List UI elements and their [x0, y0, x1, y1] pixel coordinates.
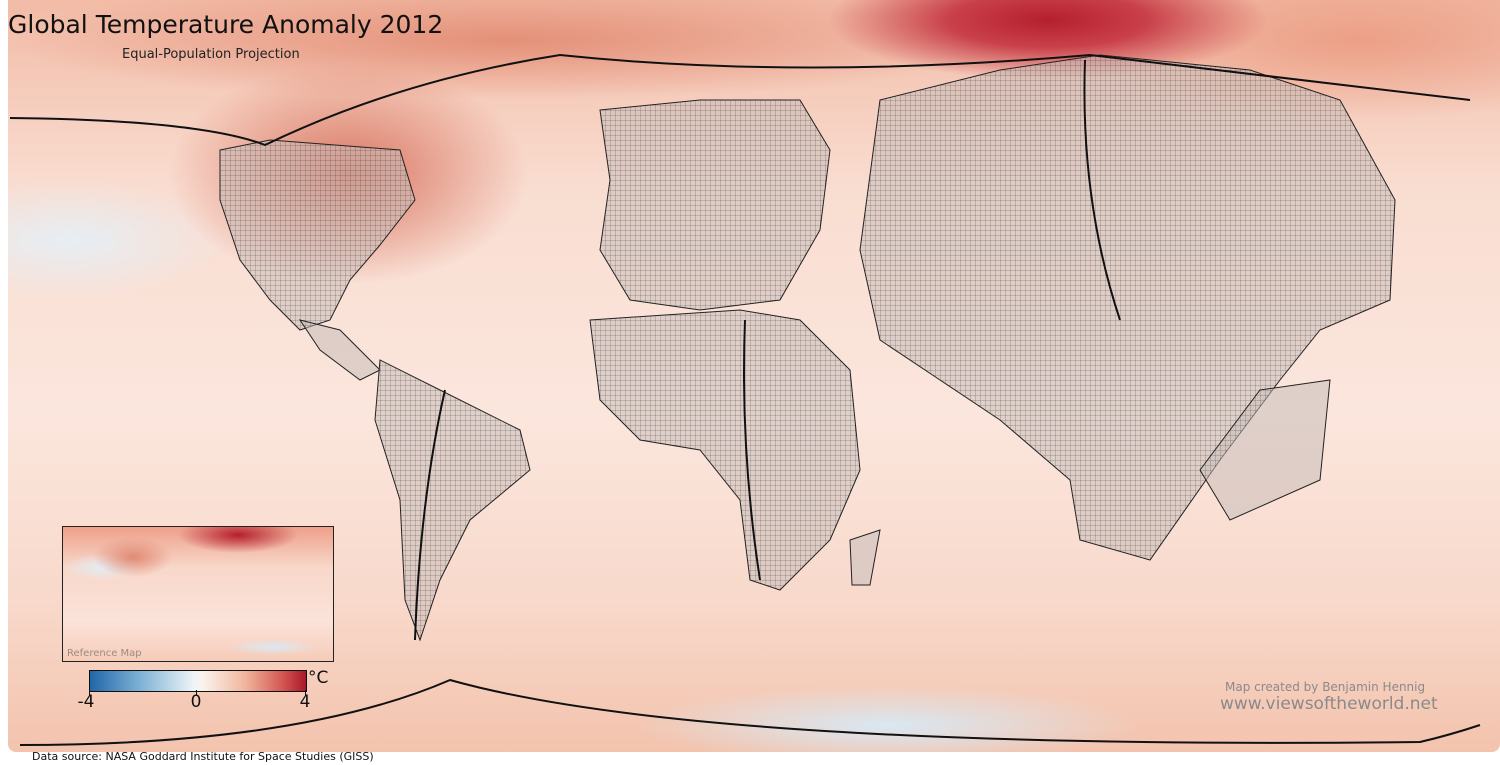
data-source: Data source: NASA Goddard Institute for … — [32, 750, 374, 763]
author-credit: Map created by Benjamin Hennig — [1225, 680, 1426, 694]
meridian-fold-2 — [743, 319, 761, 581]
legend-tick-mid — [196, 690, 197, 696]
legend-tick-min — [89, 690, 90, 696]
color-scale-bar — [89, 670, 307, 692]
legend-tick-max — [305, 690, 306, 696]
map-subtitle: Equal-Population Projection — [122, 47, 300, 62]
reference-map-inset: Reference Map — [62, 526, 334, 662]
antarctic-coastline — [19, 678, 1481, 746]
meridian-fold — [1083, 59, 1121, 321]
madagascar-shape — [849, 529, 881, 586]
reference-map-label: Reference Map — [67, 648, 142, 659]
arctic-coastline — [9, 53, 1471, 147]
meridian-fold-3 — [414, 389, 446, 641]
legend-label-min: -4 — [77, 692, 95, 712]
central-america-shape — [298, 319, 381, 381]
legend-unit: °C — [308, 668, 329, 688]
map-title: Global Temperature Anomaly 2012 — [8, 10, 444, 39]
legend-label-mid: 0 — [190, 692, 202, 712]
legend-label-max: 4 — [299, 692, 311, 712]
website-url: www.viewsoftheworld.net — [1220, 694, 1438, 714]
